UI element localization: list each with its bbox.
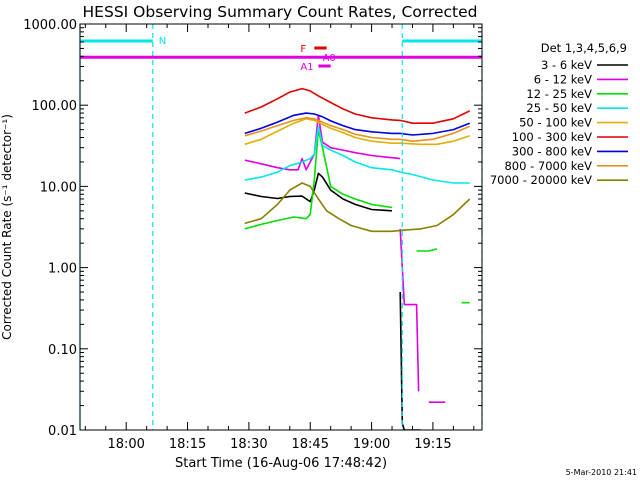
flare-label: F	[300, 44, 306, 55]
legend-label: 800 - 7000 keV	[504, 159, 592, 173]
legend-label: 7000 - 20000 keV	[490, 173, 592, 187]
y-tick-label: 0.01	[48, 424, 77, 439]
series-line-3	[399, 228, 420, 392]
series-line-13	[244, 182, 471, 233]
y-tick-label: 10.00	[40, 180, 77, 195]
y-tick-label: 0.10	[48, 343, 77, 358]
y-tick-label: 100.00	[32, 99, 78, 114]
series-line-11	[244, 112, 470, 136]
annotation-layer: N F A0 A1	[79, 24, 483, 430]
x-tick-label: 19:15	[414, 437, 451, 452]
chart-title: HESSI Observing Summary Count Rates, Cor…	[83, 3, 478, 21]
legend-label: 100 - 300 keV	[512, 130, 592, 144]
series-line-1	[399, 291, 421, 430]
series-line-9	[244, 118, 470, 146]
series-line-5	[244, 128, 393, 230]
night-label: N	[159, 36, 166, 47]
series-line-10	[244, 87, 471, 124]
attenuator-a0-label: A0	[323, 53, 336, 64]
x-tick-label: 18:15	[169, 437, 206, 452]
legend-label: 12 - 25 keV	[526, 87, 592, 101]
x-axis: 18:00 18:15 18:30 18:45 19:00 19:15	[84, 24, 475, 452]
legend-label: 300 - 800 keV	[512, 144, 592, 158]
y-axis-label: Corrected Count Rate (s⁻¹ detector⁻¹)	[0, 114, 14, 340]
legend-title: Det 1,3,4,5,6,9	[541, 41, 627, 55]
y-axis: 1000.00 100.00 10.00 1.00 0.10 0.01	[23, 18, 482, 439]
footer-timestamp: 5-Mar-2010 21:41	[566, 468, 637, 477]
legend-label: 25 - 50 keV	[526, 101, 592, 115]
legend-label: 6 - 12 keV	[534, 72, 592, 86]
series-layer	[244, 87, 471, 430]
legend-label: 50 - 100 keV	[519, 116, 592, 130]
attenuator-a1-label: A1	[300, 62, 313, 73]
legend-label: 3 - 6 keV	[541, 58, 592, 72]
series-line-0	[244, 172, 393, 212]
plot-frame	[79, 23, 483, 431]
x-axis-label: Start Time (16-Aug-06 17:48:42)	[175, 456, 387, 471]
x-tick-label: 19:00	[353, 437, 390, 452]
series-line-6	[416, 248, 438, 252]
series-line-12	[244, 117, 471, 142]
x-tick-label: 18:30	[230, 437, 267, 452]
x-tick-label: 18:00	[107, 437, 144, 452]
y-tick-label: 1000.00	[23, 18, 77, 33]
series-line-8	[244, 125, 470, 184]
x-tick-label: 18:45	[292, 437, 329, 452]
y-tick-label: 1.00	[48, 262, 77, 277]
